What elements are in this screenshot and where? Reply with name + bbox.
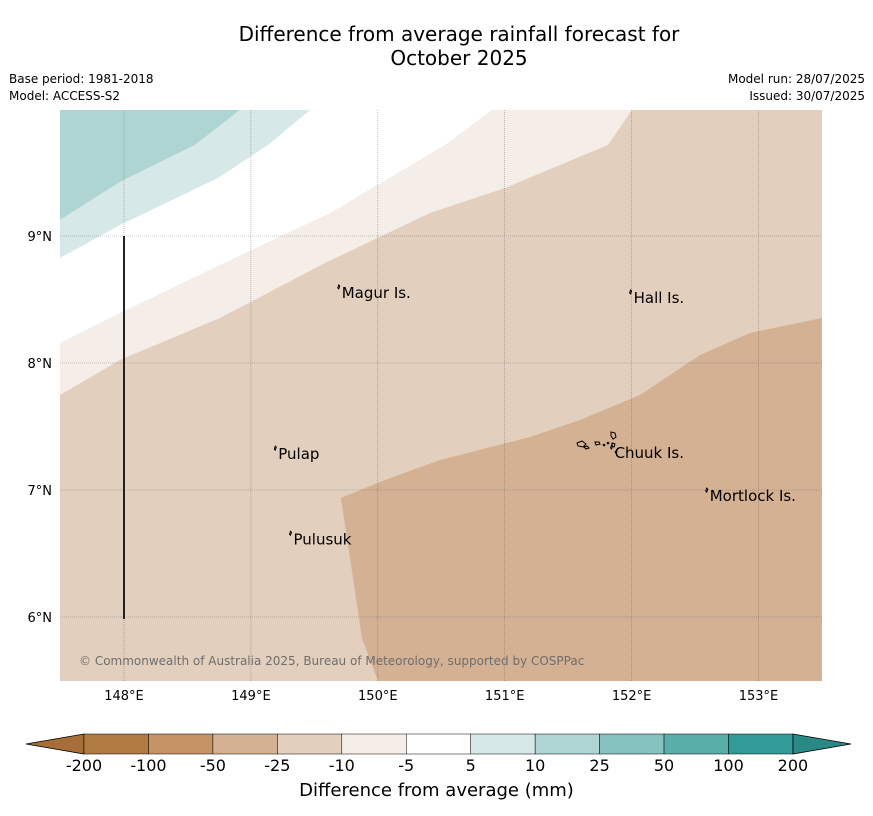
- colorbar-swatch: [470, 733, 536, 755]
- colorbar-extend-high: [792, 733, 852, 755]
- colorbar-tick-label: -50: [199, 756, 226, 775]
- colorbar-swatch: [599, 733, 665, 755]
- gridlines: [60, 110, 822, 681]
- colorbar-tick-label: -200: [65, 756, 103, 775]
- islet-dot: [602, 443, 606, 447]
- colorbar-tick-label: -100: [130, 756, 167, 775]
- island-shape: [583, 445, 590, 450]
- longitude-tick-label: 151°E: [485, 689, 525, 704]
- colorbar-swatch: [728, 733, 794, 755]
- model-run: Model run: 28/07/2025: [727, 72, 865, 86]
- island-marker: [273, 445, 277, 452]
- colorbar-tick-label: 200: [777, 756, 809, 775]
- base-period: Base period: 1981-2018: [9, 72, 154, 86]
- fill-dry-25-50: [341, 318, 822, 681]
- place-labels: Magur Is. Hall Is. Pulap Chuuk Is. Mortlock …: [273, 283, 796, 548]
- issued-date: Issued: 30/07/2025: [749, 89, 865, 103]
- colorbar-swatch: [534, 733, 600, 755]
- colorbar-swatch: [83, 733, 149, 755]
- place-label: Pulap: [278, 445, 319, 463]
- colorbar-tick-label: -25: [264, 756, 291, 775]
- fill-wet-5-10: [60, 110, 310, 258]
- colorbar-tick-label: 10: [524, 756, 546, 775]
- place-label: Hall Is.: [634, 289, 685, 307]
- latitude-tick-label: 6°N: [28, 611, 53, 626]
- island-shape: [610, 431, 617, 440]
- place-label: Mortlock Is.: [710, 487, 796, 505]
- colorbar-title: Difference from average (mm): [299, 780, 574, 801]
- meta-right: Model run: 28/07/2025 Issued: 30/07/2025: [728, 71, 865, 105]
- latitude-ticks: 9°N 8°N 7°N 6°N: [28, 230, 53, 626]
- place-label: Pulusuk: [294, 530, 352, 548]
- islet-dot: [614, 450, 618, 454]
- island-marker: [288, 530, 293, 537]
- longitude-ticks: 148°E 149°E 150°E 151°E 152°E 153°E: [104, 689, 778, 704]
- colorbar-tick-label: -5: [398, 756, 415, 775]
- colorbar-tick-label: 25: [589, 756, 610, 775]
- longitude-tick-label: 148°E: [104, 689, 144, 704]
- model-name: Model: ACCESS-S2: [9, 89, 121, 103]
- colorbar-extend-low: [25, 733, 85, 755]
- colorbar-tick-label: 5: [465, 756, 476, 775]
- colorbar-swatch: [663, 733, 729, 755]
- colorbar: [25, 733, 852, 755]
- map-title: Difference from average rainfall forecas…: [238, 22, 680, 70]
- place-label: Magur Is.: [342, 284, 411, 302]
- latitude-tick-label: 7°N: [28, 484, 53, 499]
- longitude-tick-label: 153°E: [739, 689, 779, 704]
- latitude-tick-label: 9°N: [28, 230, 53, 245]
- colorbar-swatch: [212, 733, 278, 755]
- colorbar-swatch: [277, 733, 343, 755]
- place-label: Chuuk Is.: [615, 444, 684, 462]
- colorbar-swatch: [148, 733, 214, 755]
- colorbar-tick-label: 50: [653, 756, 675, 775]
- longitude-tick-label: 152°E: [612, 689, 652, 704]
- colorbar-swatch: [341, 733, 407, 755]
- latitude-tick-label: 8°N: [28, 357, 53, 372]
- colorbar-swatch: [406, 733, 471, 755]
- contour-fills: [60, 110, 822, 681]
- colorbar-tick-label: 100: [713, 756, 744, 775]
- island-shape: [611, 442, 616, 448]
- colorbar-tick-label: -10: [328, 756, 355, 775]
- island-marker: [705, 487, 709, 494]
- chuuk-atoll-outline: [576, 431, 618, 454]
- longitude-tick-label: 150°E: [358, 689, 398, 704]
- meta-left: Base period: 1981-2018 Model: ACCESS-S2: [9, 71, 154, 105]
- islet-dot: [606, 441, 610, 445]
- copyright-text: © Commonwealth of Australia 2025, Bureau…: [79, 654, 584, 668]
- island-marker: [337, 283, 341, 290]
- longitude-tick-label: 149°E: [231, 689, 271, 704]
- fill-wet-10-25: [60, 110, 240, 220]
- island-shape: [594, 441, 601, 446]
- island-shape: [576, 440, 587, 448]
- island-marker: [629, 289, 633, 295]
